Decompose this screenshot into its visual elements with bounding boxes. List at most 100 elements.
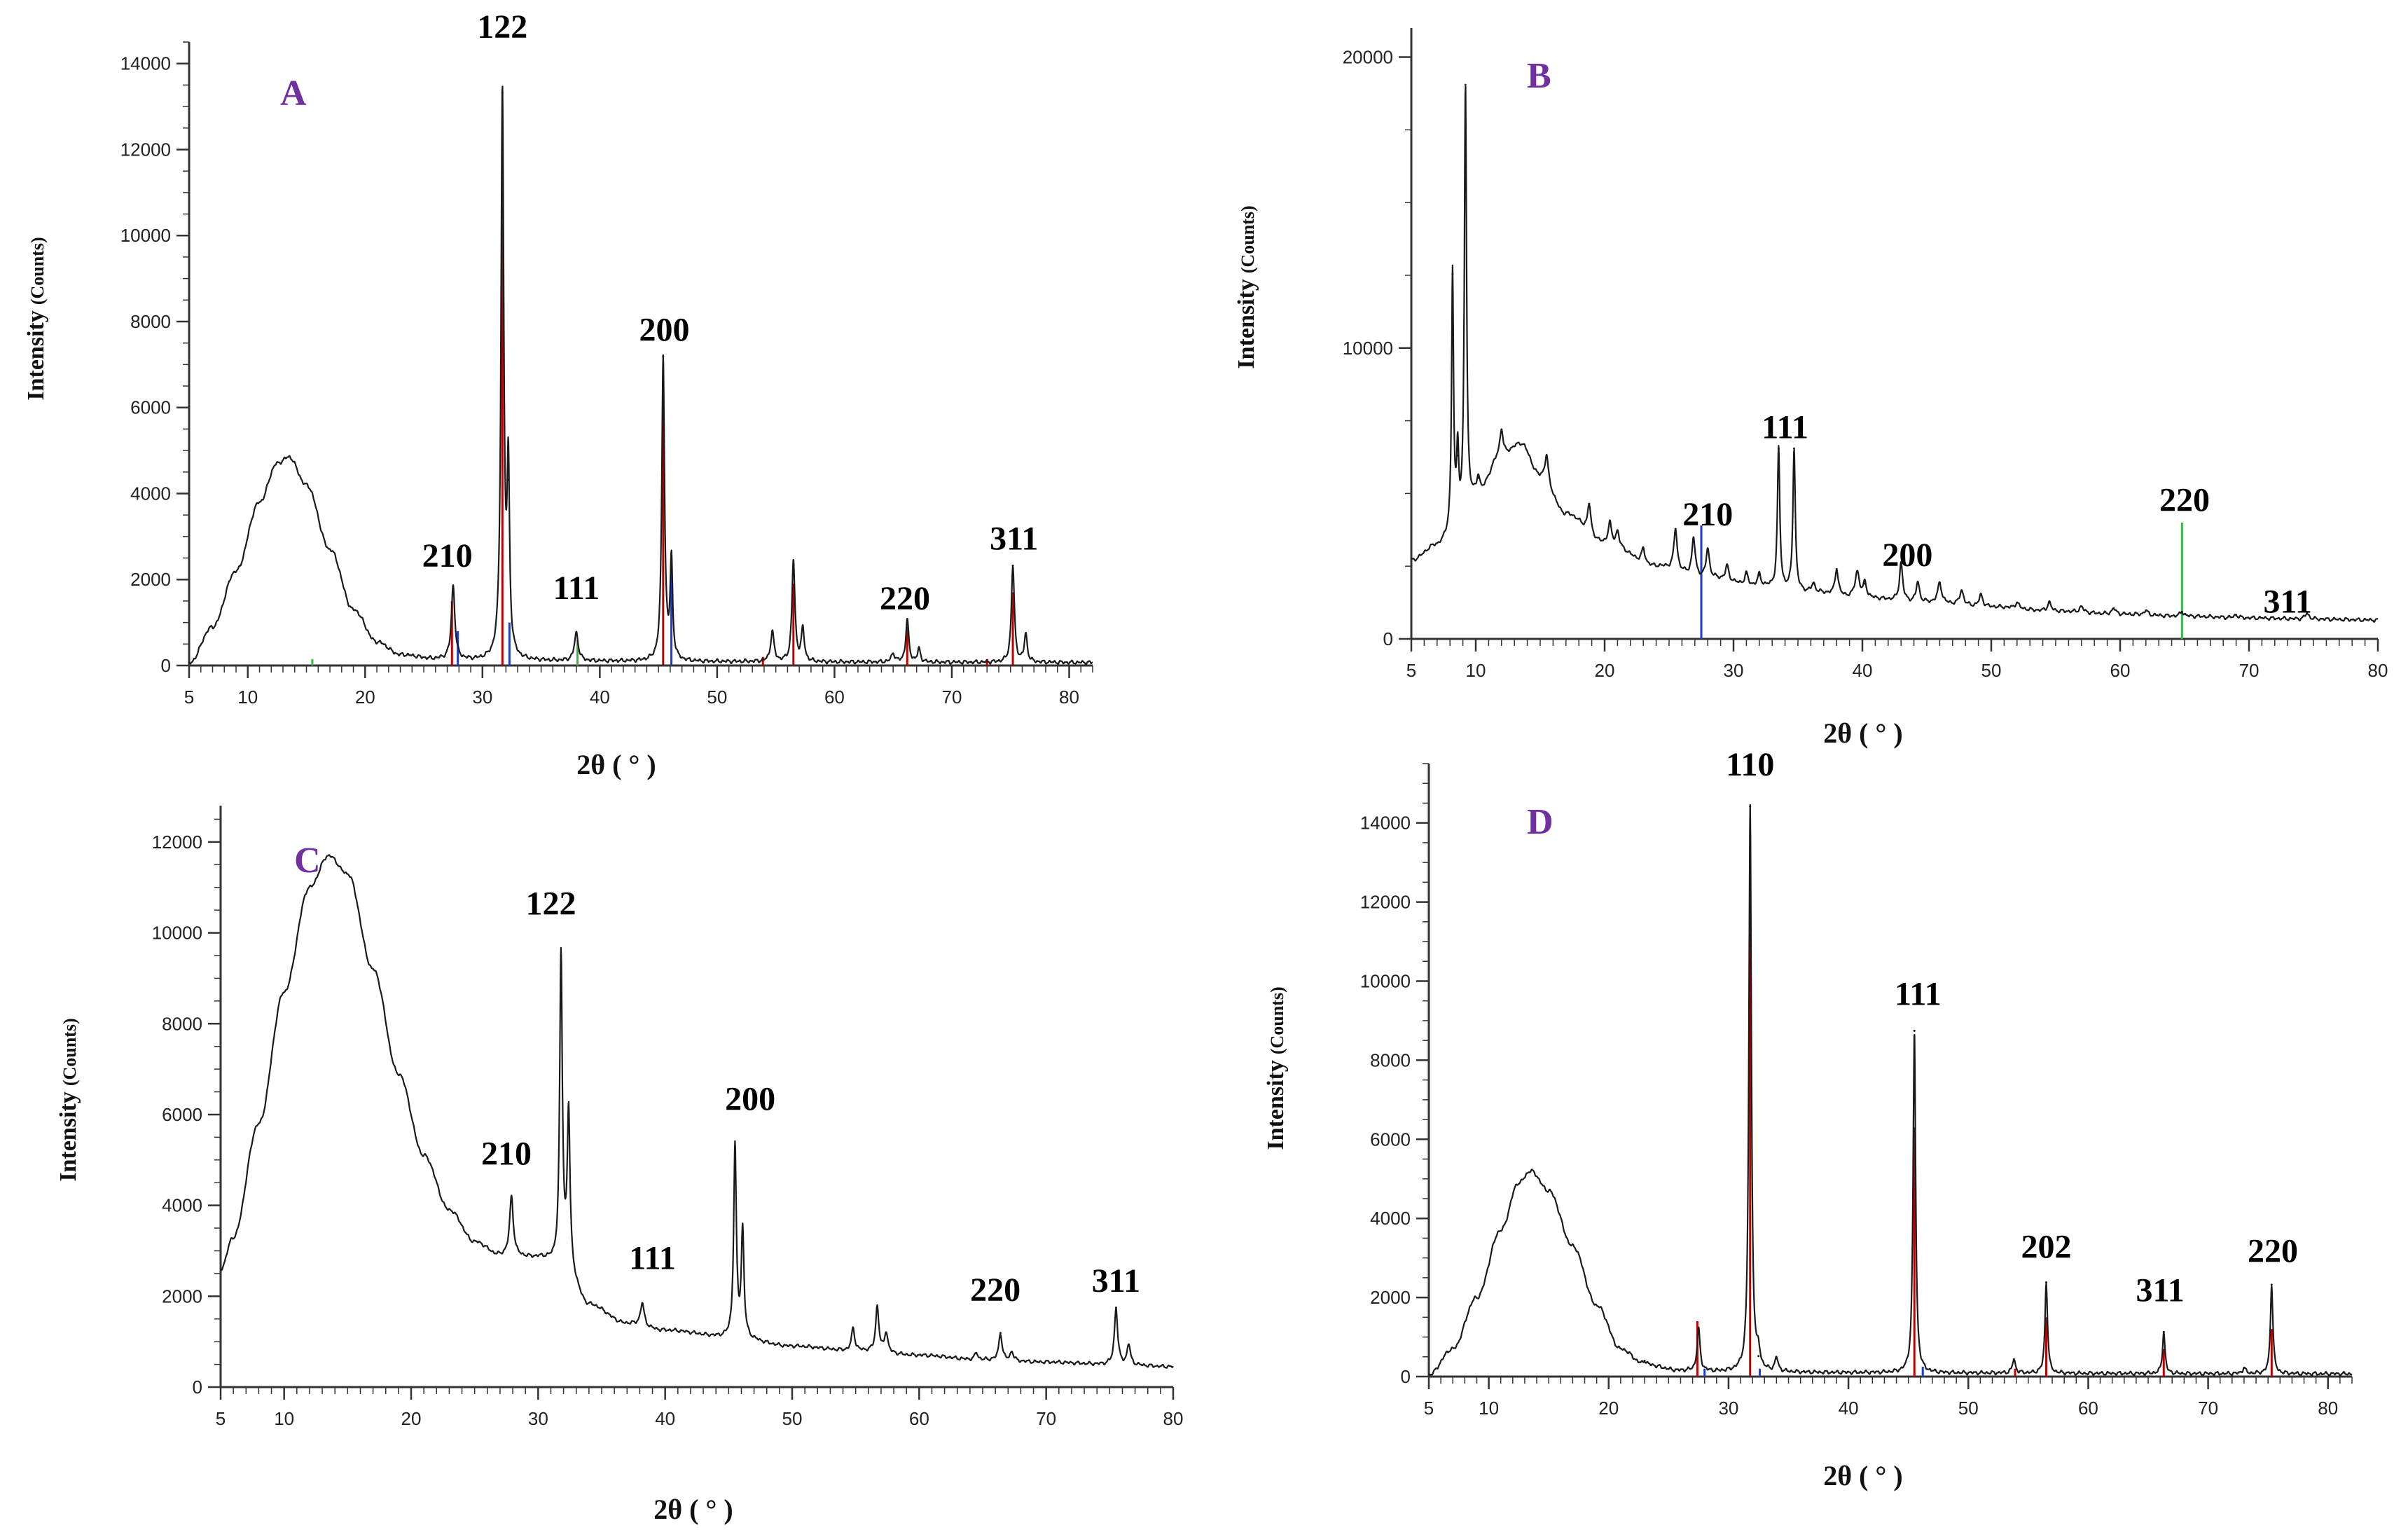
peak-label-220: 220: [2159, 481, 2210, 518]
y-tick-label: 12000: [152, 832, 202, 853]
peak-point: [999, 1332, 1002, 1335]
peak-point: [575, 632, 578, 635]
peak-point: [2162, 1330, 2165, 1333]
peak-point: [560, 954, 562, 957]
y-tick-label: 2000: [162, 1286, 202, 1307]
y-tick-label: 12000: [1360, 892, 1411, 913]
peak-point: [1979, 593, 1982, 596]
x-tick-label: 60: [909, 1408, 929, 1429]
peak-point: [1792, 447, 1795, 450]
panel-letter: D: [1527, 802, 1554, 842]
x-tick-label: 70: [1036, 1408, 1056, 1429]
peak-point: [1588, 502, 1591, 505]
y-tick-label: 2000: [1370, 1287, 1411, 1308]
x-tick-label: 60: [2078, 1398, 2098, 1419]
panel-letter: A: [280, 74, 307, 113]
x-tick-label: 20: [401, 1408, 422, 1429]
peak-point: [510, 1195, 513, 1198]
diffraction-trace: [1411, 85, 2379, 623]
peak-point: [918, 648, 920, 651]
peak-point: [2306, 612, 2309, 614]
y-tick-label: 10000: [1360, 970, 1411, 991]
peak-point: [906, 618, 908, 621]
peak-point: [1745, 572, 1748, 575]
peak-label-210: 210: [1682, 496, 1733, 533]
peak-point: [1451, 273, 1454, 275]
y-axis-title-unit: (Counts): [1238, 205, 1258, 273]
peak-label-210: 210: [481, 1135, 532, 1172]
y-tick-label: 4000: [1370, 1208, 1411, 1229]
panel-letter: B: [1527, 56, 1551, 96]
x-tick-label: 10: [274, 1408, 294, 1429]
y-axis-title-text: Intensity (Counts): [1233, 205, 1259, 368]
peak-point: [662, 354, 665, 357]
x-tick-label: 50: [707, 687, 727, 708]
peak-point: [1749, 805, 1752, 808]
x-tick-label: 5: [1406, 660, 1416, 681]
peak-point: [1835, 567, 1838, 570]
x-tick-label: 80: [1059, 687, 1079, 708]
peak-point: [1674, 528, 1677, 530]
y-tick-label: 4000: [130, 483, 171, 504]
y-axis-title-main: Intensity: [23, 310, 49, 400]
peak-label-210: 210: [422, 537, 473, 574]
peak-point: [1757, 1355, 1760, 1358]
peak-label-122: 122: [477, 8, 527, 46]
peak-point: [2270, 1283, 2273, 1286]
peak-point: [2045, 1281, 2048, 1283]
peak-point: [852, 1327, 854, 1330]
y-axis-title-text: Intensity (Counts): [1263, 986, 1289, 1150]
y-tick-label: 14000: [1360, 813, 1411, 834]
peak-point: [1616, 530, 1619, 533]
diffraction-trace: [1428, 804, 2353, 1377]
x-tick-label: 5: [1424, 1398, 1434, 1419]
peak-point: [2048, 601, 2051, 604]
y-tick-label: 0: [1401, 1366, 1411, 1387]
y-axis-title: Intensity (Counts): [1233, 205, 1259, 368]
y-tick-label: 10000: [120, 225, 171, 246]
x-tick-label: 70: [2198, 1398, 2218, 1419]
y-tick-label: 8000: [162, 1013, 202, 1034]
y-tick-label: 0: [193, 1377, 202, 1398]
x-tick-label: 30: [472, 687, 492, 708]
x-tick-label: 70: [942, 687, 962, 708]
peak-point: [1692, 537, 1695, 539]
x-tick-label: 50: [1958, 1398, 1979, 1419]
peak-label-200: 200: [1882, 537, 1932, 574]
x-tick-label: 10: [1466, 660, 1486, 681]
peak-point: [1864, 582, 1867, 585]
peak-label-311: 311: [2136, 1272, 2184, 1309]
peak-point: [2243, 1366, 2246, 1369]
y-tick-label: 6000: [130, 397, 171, 418]
y-tick-label: 0: [1383, 628, 1393, 649]
x-tick-label: 80: [1163, 1408, 1184, 1429]
y-axis-title-text: Intensity (Counts): [55, 1018, 81, 1181]
peak-point: [1128, 1343, 1130, 1346]
x-tick-label: 10: [1479, 1398, 1499, 1419]
peak-point: [876, 1305, 878, 1308]
peak-point: [1758, 574, 1761, 577]
peak-point: [1011, 564, 1014, 567]
peak-point: [1011, 1351, 1013, 1353]
panel-letter: C: [294, 841, 321, 881]
peak-point: [567, 1112, 570, 1115]
peak-point: [1775, 1357, 1778, 1360]
peak-point: [892, 652, 894, 655]
x-tick-label: 40: [1839, 1398, 1859, 1419]
peak-point: [641, 1302, 644, 1304]
peak-label-220: 220: [880, 580, 930, 617]
y-axis-title: Intensity (Counts): [55, 1018, 81, 1181]
chart-panel-C: 5 10 20 30 40 50 60 70 80 0 2000 4000 6000 8000 10000 1…: [55, 806, 1183, 1525]
peak-point: [501, 92, 504, 95]
x-axis-title: 2θ ( ° ): [576, 749, 656, 780]
x-tick-label: 60: [824, 687, 845, 708]
x-axis-title: 2θ ( ° ): [1823, 1460, 1903, 1491]
peak-point: [2112, 607, 2115, 609]
x-tick-label: 20: [1598, 1398, 1619, 1419]
peak-point: [975, 1351, 978, 1354]
peak-point: [2016, 601, 2019, 604]
y-tick-label: 8000: [1370, 1049, 1411, 1070]
peak-label-111: 111: [1895, 975, 1942, 1012]
y-tick-label: 10000: [152, 923, 202, 944]
peak-point: [1608, 522, 1611, 525]
